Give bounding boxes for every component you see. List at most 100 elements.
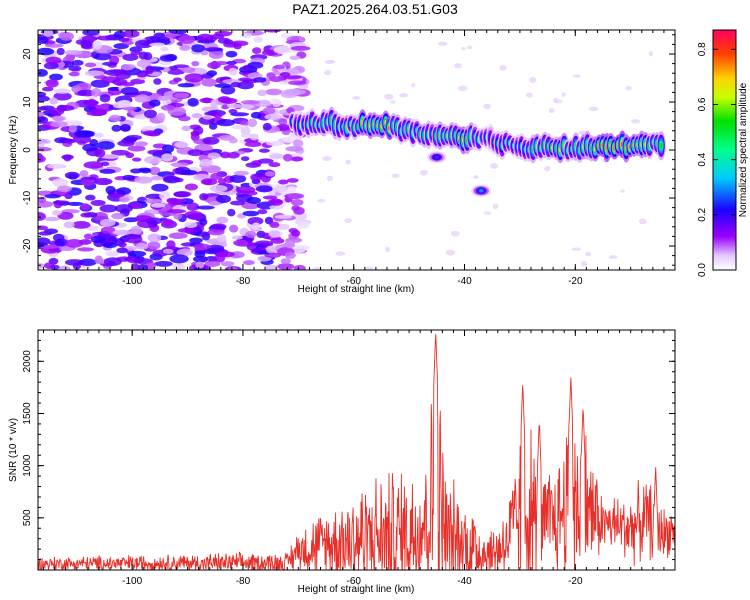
- heatmap-noise-blob: [83, 161, 104, 169]
- heatmap-noise-blob: [199, 158, 213, 167]
- x-tick-label: -80: [236, 576, 251, 587]
- heatmap-noise-blob: [208, 50, 224, 59]
- heatmap-noise-blob: [207, 152, 221, 160]
- heatmap-noise-blob: [317, 198, 326, 203]
- heatmap-noise-blob: [173, 191, 190, 198]
- heatmap-noise-blob: [265, 88, 283, 96]
- heatmap-noise-blob: [84, 62, 97, 68]
- heatmap-noise-blob: [231, 124, 250, 130]
- colorbar-frame: [712, 29, 737, 271]
- heatmap-noise-blob: [99, 168, 116, 174]
- heatmap-noise-blob: [134, 215, 153, 223]
- heatmap-noise-blob: [122, 106, 138, 111]
- heatmap-noise-blob: [282, 136, 297, 143]
- heatmap-noise-blob: [250, 173, 263, 182]
- heatmap-noise-blob: [210, 223, 227, 230]
- heatmap-noise-blob: [136, 71, 148, 78]
- heatmap-noise-blob: [115, 82, 135, 87]
- heatmap-noise-blob: [204, 260, 221, 267]
- heatmap-noise-blob: [193, 243, 211, 250]
- heatmap-noise-blob: [147, 241, 161, 250]
- y-tick-label: -10: [22, 190, 33, 205]
- heatmap-noise-blob: [52, 200, 70, 205]
- heatmap-noise-blob: [290, 45, 311, 51]
- heatmap-noise-blob: [53, 92, 72, 101]
- heatmap-noise-blob: [112, 229, 132, 236]
- heatmap-noise-blob: [355, 30, 361, 33]
- heatmap-noise-blob: [364, 266, 374, 270]
- heatmap-noise-blob: [204, 47, 224, 52]
- heatmap-noise-blob: [172, 263, 186, 270]
- heatmap-noise-blob: [38, 231, 53, 236]
- heatmap-noise-blob: [391, 173, 400, 178]
- heatmap-noise-blob: [257, 209, 268, 215]
- heatmap-noise-blob: [389, 100, 397, 104]
- heatmap-noise-blob: [90, 199, 106, 206]
- heatmap-noise-blob: [86, 110, 107, 117]
- heatmap-noise-blob: [226, 60, 237, 66]
- heatmap-noise-blob: [209, 200, 220, 206]
- heatmap-noise-blob: [68, 71, 80, 77]
- heatmap-noise-blob: [99, 204, 118, 213]
- y-tick-label: 0: [22, 147, 33, 153]
- heatmap-noise-blob: [189, 237, 203, 244]
- heatmap-noise-blob: [216, 234, 227, 243]
- heatmap-noise-blob: [571, 247, 582, 251]
- heatmap-noise-blob: [207, 228, 225, 236]
- heatmap-noise-blob: [64, 171, 80, 180]
- heatmap-noise-blob: [102, 61, 118, 66]
- heatmap-noise-blob: [608, 255, 618, 260]
- x-tick-label: -60: [347, 576, 362, 587]
- heatmap-noise-blob: [280, 258, 291, 265]
- heatmap-noise-blob: [230, 81, 242, 88]
- heatmap-noise-blob: [162, 248, 174, 254]
- heatmap-noise-blob: [216, 118, 236, 127]
- heatmap-noise-blob: [122, 53, 139, 61]
- heatmap-noise-blob: [544, 165, 551, 172]
- heatmap-noise-blob: [105, 185, 116, 195]
- heatmap-noise-blob: [228, 137, 238, 144]
- heatmap-noise-blob: [80, 212, 93, 218]
- heatmap-noise-blob: [228, 224, 239, 233]
- heatmap-noise-blob: [240, 156, 250, 162]
- heatmap-noise-blob: [266, 72, 276, 79]
- heatmap-noise-blob: [40, 244, 59, 249]
- heatmap-noise-blob: [80, 203, 91, 211]
- colorbar-label: Normalized spectral amplitude: [738, 82, 749, 217]
- heatmap-noise-blob: [580, 260, 588, 267]
- heatmap-noise-blob: [127, 145, 146, 152]
- heatmap-noise-blob: [279, 72, 291, 78]
- heatmap-noise-blob: [277, 263, 295, 270]
- heatmap-noise-blob: [202, 136, 220, 145]
- heatmap-noise-blob: [65, 239, 84, 248]
- heatmap-noise-blob: [233, 170, 249, 176]
- heatmap-noise-blob: [150, 202, 166, 208]
- heatmap-noise-blob: [134, 176, 153, 184]
- heatmap-noise-blob: [119, 124, 131, 132]
- heatmap-noise-blob: [93, 177, 113, 186]
- heatmap-noise-blob: [124, 235, 143, 244]
- heatmap-noise-blob: [105, 251, 119, 257]
- heatmap-noise-blob: [186, 202, 200, 211]
- heatmap-noise-blob: [67, 201, 84, 207]
- heatmap-noise-blob: [288, 80, 307, 86]
- colorbar-tick-label: 0.8: [697, 42, 708, 56]
- heatmap-noise-blob: [56, 47, 65, 56]
- y-tick-label: 20: [22, 48, 33, 60]
- heatmap-noise-blob: [293, 264, 306, 270]
- heatmap-noise-blob: [286, 178, 299, 183]
- heatmap-noise-blob: [297, 221, 310, 229]
- heatmap-noise-blob: [63, 50, 83, 56]
- heatmap-noise-blob: [286, 186, 297, 194]
- heatmap-noise-blob: [54, 238, 68, 247]
- heatmap-noise-blob: [201, 78, 217, 87]
- heatmap-noise-blob: [43, 216, 60, 222]
- heatmap-noise-blob: [80, 179, 94, 186]
- y-tick-label: 1000: [22, 454, 33, 477]
- heatmap-noise-blob: [229, 200, 246, 206]
- heatmap-noise-blob: [240, 32, 253, 38]
- heatmap-noise-blob: [116, 247, 128, 254]
- heatmap-noise-blob: [127, 250, 147, 257]
- heatmap-signal-cell: [659, 142, 663, 149]
